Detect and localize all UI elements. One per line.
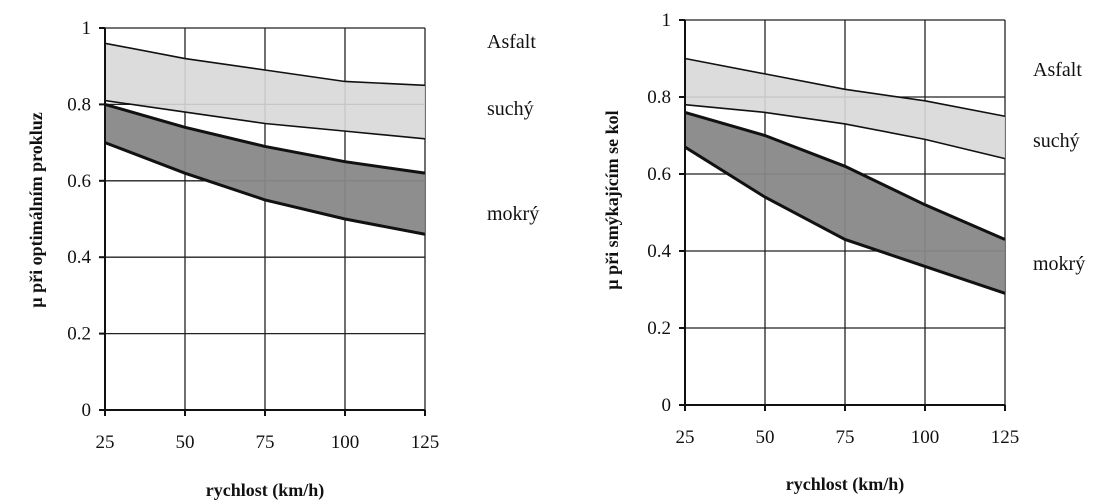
y-tick-label: 0.4 bbox=[67, 247, 91, 268]
x-tick-label: 75 bbox=[256, 432, 275, 453]
plot-frame bbox=[99, 27, 426, 416]
y-tick-label: 0.6 bbox=[647, 164, 671, 185]
band-area-dry bbox=[105, 43, 425, 139]
x-tick-label: 75 bbox=[836, 427, 855, 448]
y-tick-label: 0.6 bbox=[67, 171, 91, 192]
y-tick-label: 0.8 bbox=[647, 87, 671, 108]
y-tick-label: 1 bbox=[662, 10, 672, 31]
plot-frame bbox=[679, 19, 1006, 411]
x-tick-labels: 25 50 75 100 125 bbox=[96, 432, 440, 453]
x-tick-label: 125 bbox=[991, 427, 1020, 448]
y-tick-label: 0.2 bbox=[647, 318, 671, 339]
y-tick-label: 1 bbox=[82, 18, 92, 39]
wet-label: mokrý bbox=[487, 203, 539, 225]
band-lower-line bbox=[104, 99, 426, 140]
chart-locked-wheel: 25 50 75 100 125 0 0.2 0.4 0.6 0.8 1 rychlost (km… bbox=[602, 10, 1085, 495]
band-upper-line bbox=[684, 110, 1006, 241]
y-axis-title: µ při smýkajícím se kol bbox=[602, 110, 622, 289]
chart-optimal-slip: 25 50 75 100 125 0 0.2 0.4 0.6 0.8 1 rychlost (km… bbox=[26, 18, 539, 501]
x-tick-label: 25 bbox=[676, 427, 695, 448]
y-tick-label: 0.4 bbox=[647, 241, 671, 262]
x-tick-labels: 25 50 75 100 125 bbox=[676, 427, 1020, 448]
dry-label: suchý bbox=[1033, 130, 1080, 152]
y-tick-label: 0.2 bbox=[67, 324, 91, 345]
y-tick-label: 0 bbox=[82, 400, 92, 421]
y-axis-title: µ při optimálním prokluz bbox=[26, 112, 46, 308]
band-upper-line bbox=[104, 102, 426, 175]
x-axis-title: rychlost (km/h) bbox=[786, 474, 905, 495]
wet-label: mokrý bbox=[1033, 253, 1085, 275]
band-area-wet bbox=[105, 104, 425, 235]
band-lower-line bbox=[104, 141, 426, 236]
surface-label: Asfalt bbox=[1033, 59, 1082, 81]
x-tick-label: 100 bbox=[911, 427, 940, 448]
band-area-wet bbox=[685, 112, 1005, 294]
x-tick-label: 100 bbox=[331, 432, 360, 453]
band-area-dry bbox=[685, 58, 1005, 159]
x-tick-label: 25 bbox=[96, 432, 115, 453]
band-lower-line bbox=[684, 145, 1006, 295]
dry-label: suchý bbox=[487, 98, 534, 120]
band-upper-line bbox=[684, 57, 1006, 118]
surface-label: Asfalt bbox=[487, 31, 536, 53]
y-tick-label: 0 bbox=[662, 395, 672, 416]
x-tick-label: 50 bbox=[176, 432, 195, 453]
x-axis-title: rychlost (km/h) bbox=[206, 480, 325, 501]
y-tick-labels: 0 0.2 0.4 0.6 0.8 1 bbox=[67, 18, 91, 421]
x-tick-label: 50 bbox=[756, 427, 775, 448]
x-tick-label: 125 bbox=[411, 432, 440, 453]
bands bbox=[684, 57, 1006, 295]
band-lower-line bbox=[684, 103, 1006, 160]
band-upper-line bbox=[104, 42, 426, 87]
y-tick-label: 0.8 bbox=[67, 94, 91, 115]
bands bbox=[104, 42, 426, 236]
y-tick-labels: 0 0.2 0.4 0.6 0.8 1 bbox=[647, 10, 671, 416]
